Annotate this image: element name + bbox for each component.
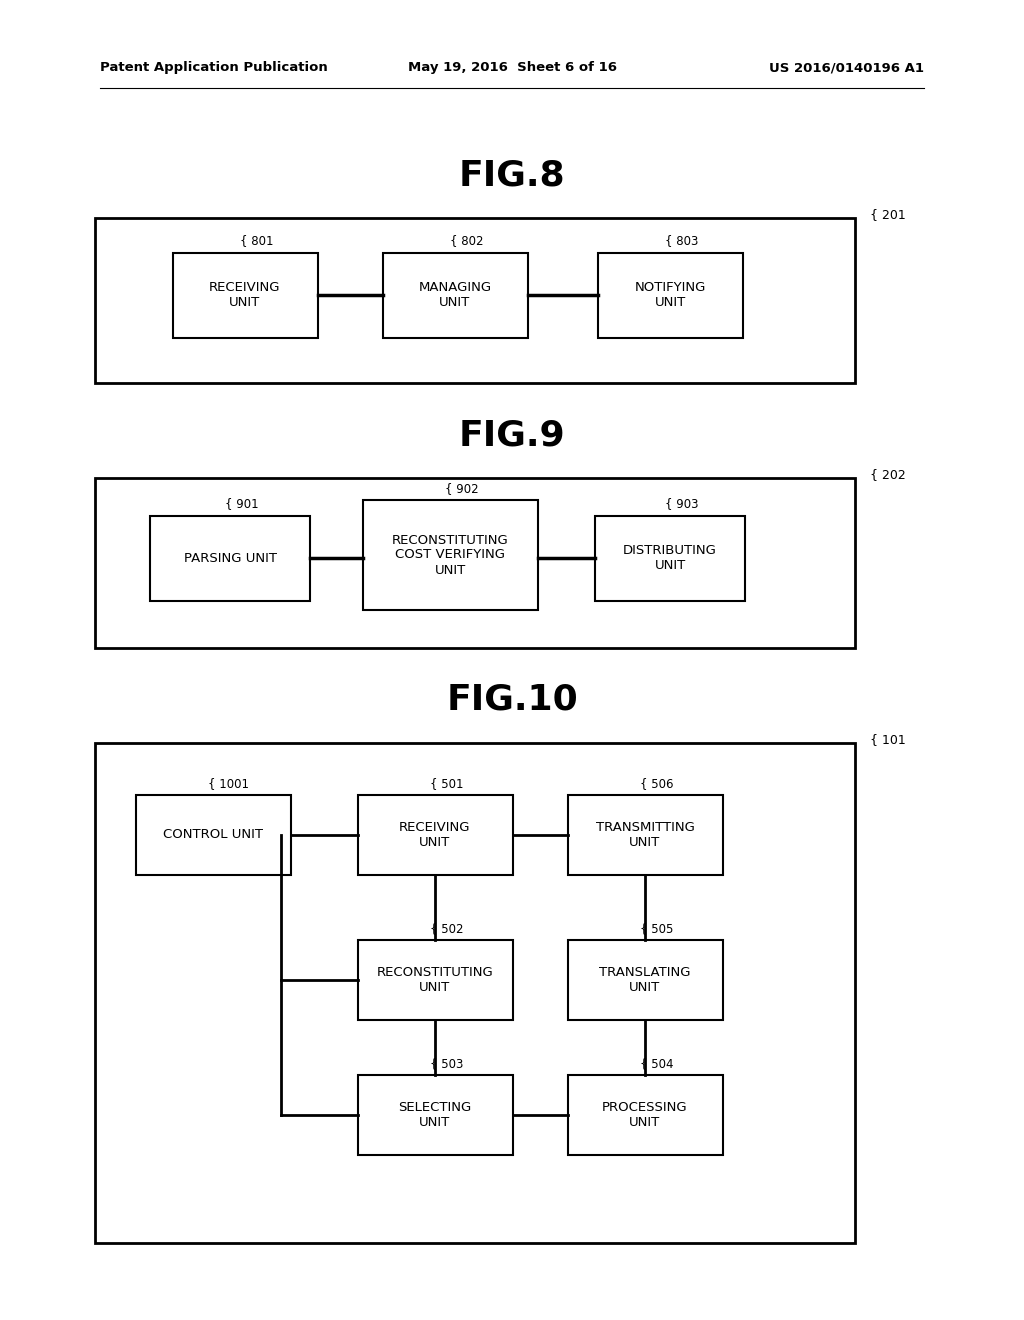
Text: FIG.9: FIG.9 xyxy=(459,418,565,451)
Bar xyxy=(172,252,317,338)
Bar xyxy=(135,795,291,875)
Bar xyxy=(567,795,723,875)
Text: { 902: { 902 xyxy=(445,482,478,495)
Text: FIG.10: FIG.10 xyxy=(446,682,578,717)
Bar xyxy=(357,795,512,875)
Text: Patent Application Publication: Patent Application Publication xyxy=(100,62,328,74)
Bar xyxy=(95,743,855,1243)
Bar xyxy=(95,478,855,648)
Bar xyxy=(567,940,723,1020)
Text: PROCESSING
UNIT: PROCESSING UNIT xyxy=(602,1101,688,1129)
Bar xyxy=(150,516,310,601)
Bar xyxy=(567,1074,723,1155)
Text: RECONSTITUTING
UNIT: RECONSTITUTING UNIT xyxy=(377,966,494,994)
Text: May 19, 2016  Sheet 6 of 16: May 19, 2016 Sheet 6 of 16 xyxy=(408,62,616,74)
Text: PARSING UNIT: PARSING UNIT xyxy=(183,552,276,565)
Text: TRANSLATING
UNIT: TRANSLATING UNIT xyxy=(599,966,691,994)
Text: { 502: { 502 xyxy=(430,921,464,935)
Text: { 505: { 505 xyxy=(640,921,674,935)
Text: NOTIFYING
UNIT: NOTIFYING UNIT xyxy=(634,281,706,309)
Text: TRANSMITTING
UNIT: TRANSMITTING UNIT xyxy=(596,821,694,849)
Text: { 201: { 201 xyxy=(870,209,906,220)
Bar xyxy=(595,516,745,601)
Text: { 503: { 503 xyxy=(430,1057,464,1071)
Text: { 903: { 903 xyxy=(665,498,698,511)
Text: { 802: { 802 xyxy=(450,235,483,248)
Text: DISTRIBUTING
UNIT: DISTRIBUTING UNIT xyxy=(623,544,717,572)
Text: RECEIVING
UNIT: RECEIVING UNIT xyxy=(399,821,471,849)
Bar xyxy=(357,1074,512,1155)
Text: MANAGING
UNIT: MANAGING UNIT xyxy=(419,281,492,309)
Text: CONTROL UNIT: CONTROL UNIT xyxy=(163,829,263,842)
Text: { 101: { 101 xyxy=(870,733,906,746)
Text: US 2016/0140196 A1: US 2016/0140196 A1 xyxy=(769,62,924,74)
Text: { 506: { 506 xyxy=(640,777,674,789)
Bar xyxy=(597,252,742,338)
Text: { 901: { 901 xyxy=(225,498,259,511)
Bar xyxy=(95,218,855,383)
Text: FIG.8: FIG.8 xyxy=(459,158,565,191)
Text: RECONSTITUTING
COST VERIFYING
UNIT: RECONSTITUTING COST VERIFYING UNIT xyxy=(391,533,508,577)
Text: { 1001: { 1001 xyxy=(208,777,249,789)
Text: SELECTING
UNIT: SELECTING UNIT xyxy=(398,1101,472,1129)
Text: RECEIVING
UNIT: RECEIVING UNIT xyxy=(209,281,281,309)
Text: { 501: { 501 xyxy=(430,777,464,789)
Bar xyxy=(362,500,538,610)
Text: { 803: { 803 xyxy=(665,235,698,248)
Text: { 202: { 202 xyxy=(870,469,906,480)
Text: { 801: { 801 xyxy=(240,235,273,248)
Bar xyxy=(357,940,512,1020)
Text: { 504: { 504 xyxy=(640,1057,674,1071)
Bar xyxy=(383,252,527,338)
